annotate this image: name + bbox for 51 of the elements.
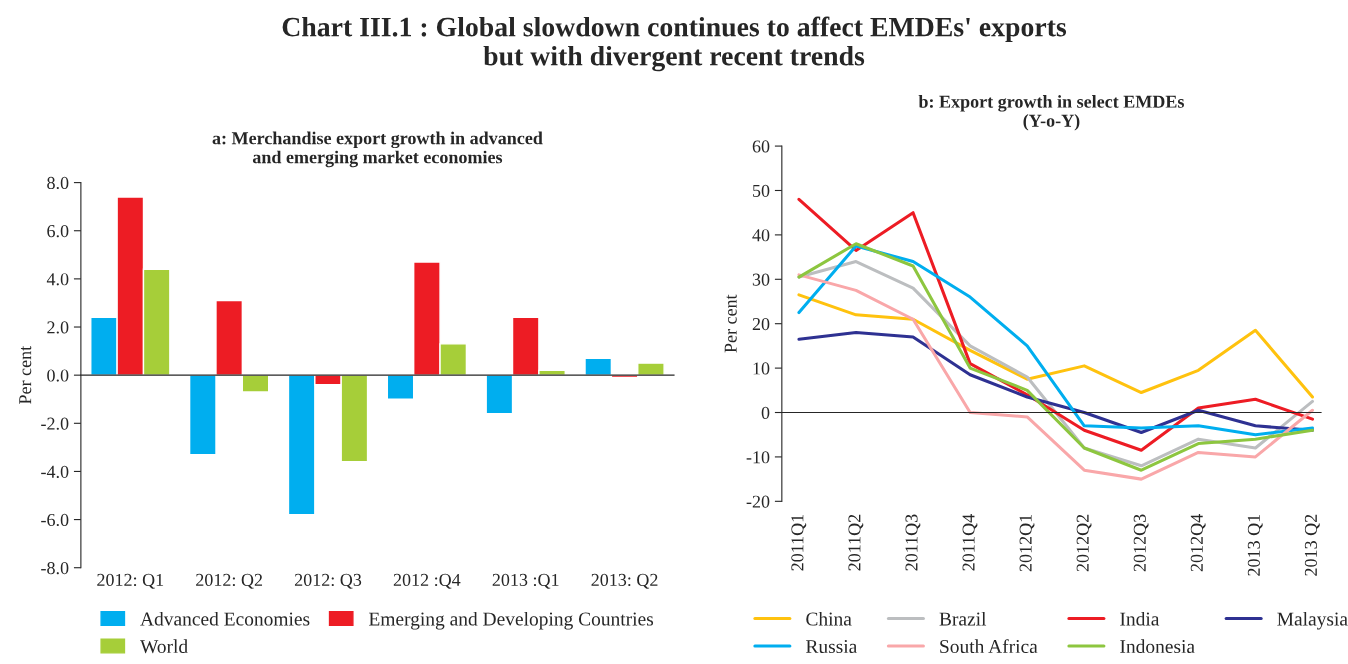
- x-tick-label: 2013 Q2: [1304, 514, 1320, 576]
- x-tick-label: 2012: Q3: [294, 573, 362, 589]
- legend-label: Brazil: [939, 611, 987, 626]
- chart-subtitle: a: Merchandise export growth in advanced and emerging market economies: [212, 131, 543, 168]
- legend-label: China: [806, 611, 852, 626]
- y-tick-label: 0: [761, 406, 770, 419]
- y-tick-label: 4.0: [46, 273, 69, 286]
- x-tick-label: 2011Q3: [905, 514, 921, 571]
- y-tick-label: 0.0: [47, 369, 69, 382]
- y-tick-label: 40: [752, 229, 770, 242]
- x-tick-label: 2012 :Q4: [393, 573, 461, 589]
- x-tick-label: 2011Q2: [848, 514, 864, 571]
- legend-label: Indonesia: [1120, 639, 1195, 654]
- y-tick-label: 30: [752, 273, 770, 286]
- x-tick-label: 2012: Q2: [196, 573, 263, 589]
- legend-label: Malaysia: [1277, 611, 1348, 630]
- y-axis-title: Per cent: [19, 345, 32, 404]
- legend-label: Advanced Economies: [140, 611, 310, 626]
- y-tick-label: -8.0: [41, 561, 69, 575]
- y-tick-label: -10: [746, 451, 770, 464]
- legend-label: India: [1120, 611, 1160, 626]
- y-tick-label: 2.0: [47, 321, 69, 334]
- y-tick-label: 8.0: [47, 176, 69, 190]
- y-tick-label: 10: [753, 362, 770, 375]
- x-tick-label: 2012Q3: [1133, 514, 1149, 572]
- line-series: [797, 244, 1315, 437]
- x-tick-label: 2012: Q1: [97, 573, 164, 589]
- x-tick-label: 2013 :Q1: [492, 573, 559, 589]
- legend-label: Emerging and Developing Countries: [368, 611, 654, 630]
- legend-label: South Africa: [940, 639, 1038, 654]
- chart-subtitle: b: Export growth in select EMDEs (Y-o-Y): [918, 95, 1184, 131]
- y-tick-label: 20: [752, 317, 770, 331]
- y-tick-label: 60: [752, 140, 770, 153]
- legend-label: World: [140, 639, 188, 654]
- y-tick-label: -4.0: [41, 465, 69, 478]
- y-axis-title: Per cent: [724, 294, 737, 353]
- y-tick-label: -6.0: [41, 513, 69, 527]
- y-tick-label: -20: [746, 495, 770, 508]
- x-tick-label: 2012Q4: [1190, 514, 1206, 572]
- legend-label: Russia: [805, 639, 858, 654]
- y-tick-label: -2.0: [41, 417, 69, 430]
- x-tick-label: 2011Q1: [791, 514, 807, 571]
- chart-title: Chart III.1 : Global slowdown continues to affect EMDEs' exports but with divergent recent trends: [282, 16, 1067, 72]
- y-tick-label: 50: [753, 184, 770, 197]
- x-tick-label: 2012Q2: [1076, 514, 1092, 572]
- x-tick-label: 2011Q4: [962, 514, 978, 571]
- x-tick-label: 2012Q1: [1019, 514, 1035, 572]
- x-tick-label: 2013 Q1: [1247, 514, 1263, 576]
- y-tick-label: 6.0: [47, 225, 69, 238]
- x-tick-label: 2013: Q2: [591, 573, 658, 589]
- line-series: [797, 293, 1315, 399]
